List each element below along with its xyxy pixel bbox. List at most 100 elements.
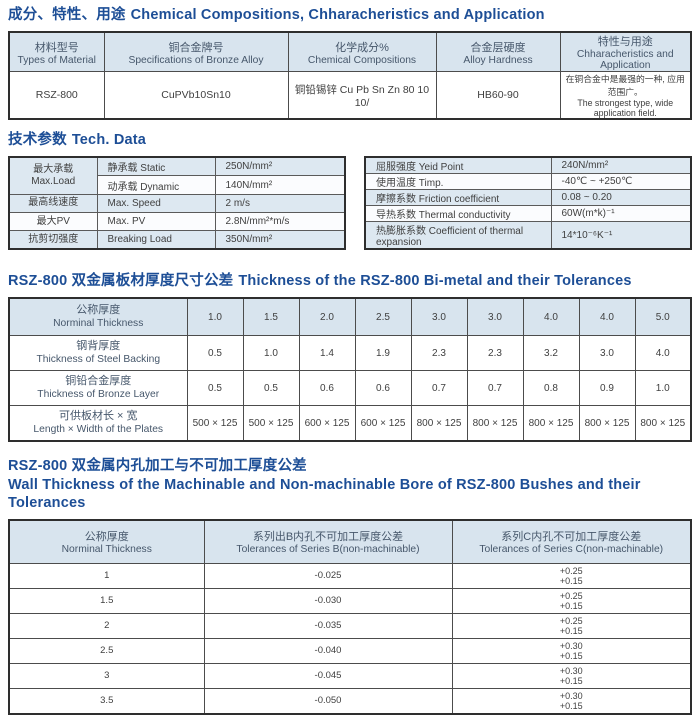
header-zh: 合金层硬度 (470, 41, 526, 54)
bore-header-row: 公称厚度 Norminal Thickness 系列出B内孔不可加工厚度公差 T… (8, 519, 692, 564)
material-type-cell: RSZ-800 (8, 71, 105, 120)
series-c-cell: +0.25 +0.15 (451, 562, 692, 589)
usage-temp-label: 使用温度 Timp. (364, 173, 552, 191)
series-c-bottom: +0.15 (559, 600, 583, 611)
cell: 800 × 125 (466, 405, 524, 442)
nominal-thickness-header: 公称厚度 Norminal Thickness (8, 297, 188, 337)
nominal-value: 2.0 (298, 297, 356, 337)
nominal-value: 1.5 (242, 297, 300, 337)
nominal-value: 1.0 (186, 297, 244, 337)
table-row: 铜铅合金厚度 Thickness of Bronze Layer 0.5 0.5… (8, 370, 692, 407)
series-b-cell: -0.030 (203, 587, 453, 614)
max-speed-label-zh: 最高线速度 (8, 193, 98, 213)
breaking-load-label-en: Breaking Load (96, 230, 216, 250)
section-title-compositions-en: Chemical Compositions, Chharacheristics … (130, 7, 545, 23)
table-row: RSZ-800 CuPVb10Sn10 铜铅锡锌 Cu Pb Sn Zn 80 … (8, 71, 692, 120)
header-chemical-compositions: 化学成分% Chemical Compositions (287, 31, 437, 73)
header-zh: 公称厚度 (76, 304, 121, 317)
table-row: 1.5 -0.030 +0.25 +0.15 (8, 587, 692, 614)
series-c-cell: +0.25 +0.15 (451, 587, 692, 614)
plate-size-label: 可供板材长 × 宽 Length × Width of the Plates (8, 405, 188, 442)
series-c-bottom: +0.15 (559, 700, 583, 711)
header-en: Types of Material (17, 54, 96, 66)
cell: 0.7 (466, 370, 524, 407)
cell: 800 × 125 (410, 405, 468, 442)
table-row: 钢背厚度 Thickness of Steel Backing 0.5 1.0 … (8, 335, 692, 372)
table-row: 2 -0.035 +0.25 +0.15 (8, 612, 692, 639)
cell: 1.4 (298, 335, 356, 372)
cell: 500 × 125 (186, 405, 244, 442)
yield-point-label: 屈服强度 Yeid Point (364, 156, 552, 175)
series-b-cell: -0.050 (203, 687, 453, 715)
table-row: 最大PV Max. PV 2.8N/mm²*m/s (8, 211, 346, 232)
label-zh: 钢背厚度 (76, 340, 121, 353)
header-zh: 铜合金牌号 (168, 41, 224, 54)
thermal-conductivity-label: 导热系数 Thermal conductivity (364, 205, 552, 223)
label-en: Thickness of Steel Backing (36, 353, 161, 365)
table-row: 抗剪切强度 Breaking Load 350N/mm² (8, 230, 346, 250)
table-row: 最高线速度 Max. Speed 2 m/s (8, 193, 346, 213)
cell: 4.0 (634, 335, 692, 372)
application-en: The strongest type, wide application fie… (577, 98, 674, 119)
table-row: 可供板材长 × 宽 Length × Width of the Plates 5… (8, 405, 692, 442)
max-speed-value: 2 m/s (214, 193, 346, 213)
cell: 2.3 (410, 335, 468, 372)
series-b-cell: -0.045 (203, 662, 453, 689)
series-c-bottom: +0.15 (559, 650, 583, 661)
header-series-c: 系列C内孔不可加工厚度公差 Tolerances of Series C(non… (451, 519, 692, 564)
nominal-value: 3.0 (410, 297, 468, 337)
tech-table-left: 最大承载 Max.Load 静承载 Static 250N/mm² 动承载 Dy… (8, 156, 346, 251)
section-title-plate-thickness: RSZ-800 双金属板材厚度尺寸公差 Thickness of the RSZ-… (8, 272, 692, 290)
header-zh: 系列C内孔不可加工厚度公差 (501, 531, 642, 544)
nominal-value: 3.0 (466, 297, 524, 337)
series-c-top: +0.30 (559, 640, 583, 651)
series-c-bottom: +0.15 (559, 625, 583, 636)
table-row: 1 -0.025 +0.25 +0.15 (8, 562, 692, 589)
header-en: Tolerances of Series C(non-machinable) (479, 544, 664, 556)
header-zh: 特性与用途 (597, 36, 653, 49)
table-row: 热膨胀系数 Coefficient of thermal expansion 1… (364, 221, 692, 250)
header-types-of-material: 材料型号 Types of Material (8, 31, 105, 73)
application-cell: 在铜合金中是最强的一种, 应用范围广。 The strongest type, … (559, 71, 692, 120)
table-row: 最大承载 Max.Load 静承载 Static 250N/mm² (8, 156, 346, 195)
thickness-cell: 2 (8, 612, 205, 639)
cell: 3.0 (578, 335, 636, 372)
series-c-cell: +0.30 +0.15 (451, 637, 692, 664)
header-series-b: 系列出B内孔不可加工厚度公差 Tolerances of Series B(no… (203, 519, 453, 564)
static-load-label: 静承载 Static (96, 156, 216, 177)
alloy-spec-cell: CuPVb10Sn10 (103, 71, 289, 120)
thermal-expansion-value: 14*10⁻⁶K⁻¹ (550, 221, 692, 250)
cell: 0.5 (186, 370, 244, 407)
steel-backing-label: 钢背厚度 Thickness of Steel Backing (8, 335, 188, 372)
series-b-cell: -0.035 (203, 612, 453, 639)
friction-coeff-label: 摩擦系数 Friction coefficient (364, 189, 552, 207)
table-row: 屈服强度 Yeid Point 240N/mm² (364, 156, 692, 175)
thermal-expansion-label: 热膨胀系数 Coefficient of thermal expansion (364, 221, 552, 250)
cell: 800 × 125 (522, 405, 580, 442)
series-c-cell: +0.30 +0.15 (451, 662, 692, 689)
section-title-bore-en: Wall Thickness of the Machinable and Non… (8, 476, 641, 511)
cell: 0.6 (354, 370, 412, 407)
nominal-value: 4.0 (522, 297, 580, 337)
table-row: 使用温度 Timp. -40℃ ~ +250℃ (364, 173, 692, 191)
breaking-load-value: 350N/mm² (214, 230, 346, 250)
section-title-tech-en: Tech. Data (71, 132, 147, 149)
series-c-bottom: +0.15 (559, 675, 583, 686)
section-title-compositions-zh: 成分、特性、用途 (8, 7, 126, 23)
header-characteristics-application: 特性与用途 Chharacheristics and Application (559, 31, 692, 73)
series-b-cell: -0.040 (203, 637, 453, 664)
compositions-header-row: 材料型号 Types of Material 铜合金牌号 Specificati… (8, 31, 692, 73)
thermal-conductivity-value: 60W(m*k)⁻¹ (550, 205, 692, 223)
plate-header-row: 公称厚度 Norminal Thickness 1.0 1.5 2.0 2.5 … (8, 297, 692, 337)
header-en: Norminal Thickness (53, 317, 144, 329)
header-en: Norminal Thickness (61, 544, 152, 556)
table-row: 2.5 -0.040 +0.30 +0.15 (8, 637, 692, 664)
header-zh: 材料型号 (34, 41, 79, 54)
section-title-bore-zh: RSZ-800 双金属内孔加工与不可加工厚度公差 (8, 458, 307, 475)
nominal-value: 5.0 (634, 297, 692, 337)
series-c-bottom: +0.15 (559, 575, 583, 586)
header-bronze-alloy-spec: 铜合金牌号 Specifications of Bronze Alloy (103, 31, 289, 73)
datasheet-page: 成分、特性、用途 Chemical Compositions, Chharache… (8, 7, 692, 715)
application-zh: 在铜合金中是最强的一种, 应用范围广。 (565, 74, 685, 98)
dynamic-load-label: 动承载 Dynamic (96, 175, 216, 195)
